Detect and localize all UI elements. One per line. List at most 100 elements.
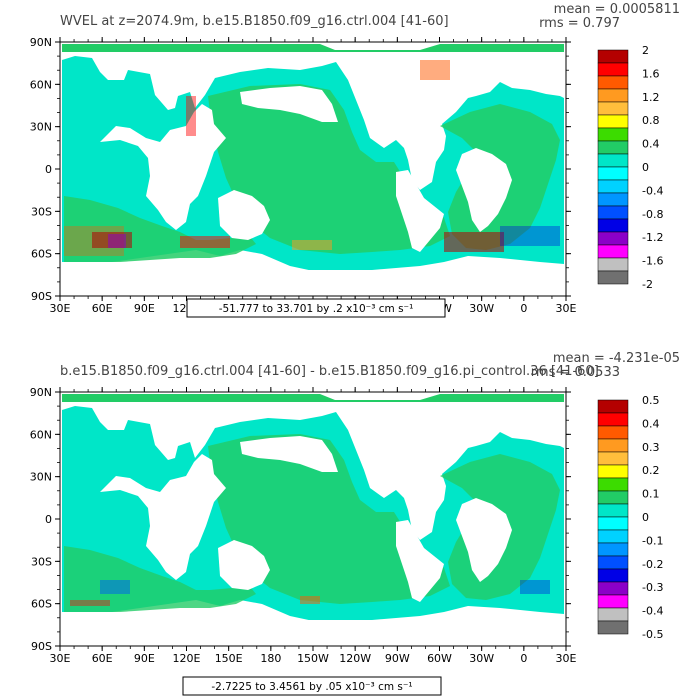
colorbar-swatch [597,568,629,583]
colorbar-label: -1.2 [642,231,663,244]
colorbar-label: 0.1 [642,488,660,501]
panel-1-range: -51.777 to 33.701 by .2 x10⁻³ cm s⁻¹ [219,303,414,315]
lon-label: 120W [339,652,371,665]
lat-label: 30S [31,205,52,218]
colorbar-label: 1.2 [642,91,660,104]
colorbar-swatch [597,516,629,531]
colorbar-swatch [597,257,629,272]
colorbar-swatch [597,270,629,285]
panel-1-map [59,41,567,297]
colorbar-swatch [597,438,629,453]
lat-label: 0 [45,513,52,526]
lon-label: 30W [469,302,494,315]
lat-label: 60S [31,248,52,261]
colorbar-swatch [597,477,629,492]
colorbar-label: -0.4 [642,605,663,618]
lon-label: 30E [50,652,71,665]
colorbar-label: 0 [642,161,649,174]
lat-label: 90N [30,386,52,399]
colorbar-swatch [597,529,629,544]
lat-label: 30N [30,121,52,134]
panel-2-mean: mean = -4.231e-05 [553,351,680,366]
colorbar-label: 0.8 [642,114,660,127]
lat-label: 60N [30,78,52,91]
colorbar-label: 0.4 [642,138,660,151]
colorbar-swatch [597,218,629,233]
lon-label: 90E [134,302,155,315]
colorbar-label: 0.4 [642,417,660,430]
panel-1-range-box [186,298,446,318]
colorbar-swatch [597,594,629,609]
colorbar-label: -1.6 [642,255,663,268]
lon-label: 30E [50,302,71,315]
panel-2-range: -2.7225 to 3.4561 by .05 x10⁻³ cm s⁻¹ [211,681,412,693]
panel-2: b.e15.B1850.f09_g16.ctrl.004 [41-60] - b… [30,351,680,696]
colorbar-label: 0.5 [642,394,660,407]
panel-2-rms: rms = 0.0533 [531,365,620,380]
lon-label: 90E [134,652,155,665]
lon-label: 60E [92,302,113,315]
colorbar-label: 2 [642,44,649,57]
panel-2-title: b.e15.B1850.f09_g16.ctrl.004 [41-60] - b… [60,364,599,379]
colorbar-label: -0.1 [642,534,663,547]
lon-label: 30E [556,652,577,665]
colorbar-swatch [597,425,629,440]
colorbar-label: -2 [642,278,653,291]
lon-label: 120E [173,652,201,665]
colorbar-swatch [597,62,629,77]
colorbar-swatch [597,503,629,518]
lat-label: 90S [31,290,52,303]
lon-label: 60E [92,652,113,665]
panel-2-colorbar: 0.5 0.4 0.3 0.2 0.1 0 -0.1 -0.2 -0.3 -0.4 -0.5 [597,394,663,641]
colorbar-label: -0.2 [642,558,663,571]
colorbar-swatch [597,399,629,414]
colorbar-swatch [597,192,629,207]
colorbar-swatch [597,451,629,466]
colorbar-label: 0.2 [642,464,660,477]
colorbar-swatch [597,244,629,259]
colorbar-label: 0 [642,511,649,524]
lat-label: 30S [31,555,52,568]
panel-1: WVEL at z=2074.9m, b.e15.B1850.f09_g16.c… [30,2,680,318]
colorbar-swatch [597,140,629,155]
colorbar-swatch [597,581,629,596]
colorbar-label: -0.4 [642,184,663,197]
panel-1-rms: rms = 0.797 [539,16,620,31]
colorbar-swatch [597,88,629,103]
lat-label: 0 [45,163,52,176]
colorbar-swatch [597,555,629,570]
panel-1-noise [64,60,560,256]
lat-label: 30N [30,471,52,484]
colorbar-swatch [597,166,629,181]
colorbar-swatch [597,620,629,635]
colorbar-label: 0.3 [642,441,660,454]
lon-label: 150W [297,652,329,665]
colorbar-swatch [597,205,629,220]
panel-1-mean: mean = 0.0005811 [554,2,680,17]
lon-label: 90W [385,652,410,665]
colorbar-label: -0.8 [642,208,663,221]
colorbar-swatch [597,607,629,622]
lat-label: 60N [30,428,52,441]
colorbar-swatch [597,179,629,194]
lon-label: 180 [260,652,281,665]
panel-1-colorbar: 2 1.6 1.2 0.8 0.4 0 -0.4 -0.8 -1.2 -1.6 -2 [597,44,663,291]
lon-label: 150E [215,652,243,665]
colorbar-swatch [597,490,629,505]
lon-label: 0 [520,652,527,665]
lon-label: 30E [556,302,577,315]
colorbar-swatch [597,127,629,142]
panel-2-range-box [182,676,442,696]
colorbar-swatch [597,153,629,168]
colorbar-label: 1.6 [642,67,660,80]
colorbar-swatch [597,49,629,64]
lat-label: 90N [30,36,52,49]
colorbar-swatch [597,464,629,479]
colorbar-label: -0.5 [642,628,663,641]
colorbar-swatch [597,101,629,116]
lat-label: 60S [31,598,52,611]
colorbar-label: -0.3 [642,581,663,594]
colorbar-swatch [597,542,629,557]
colorbar-swatch [597,114,629,129]
